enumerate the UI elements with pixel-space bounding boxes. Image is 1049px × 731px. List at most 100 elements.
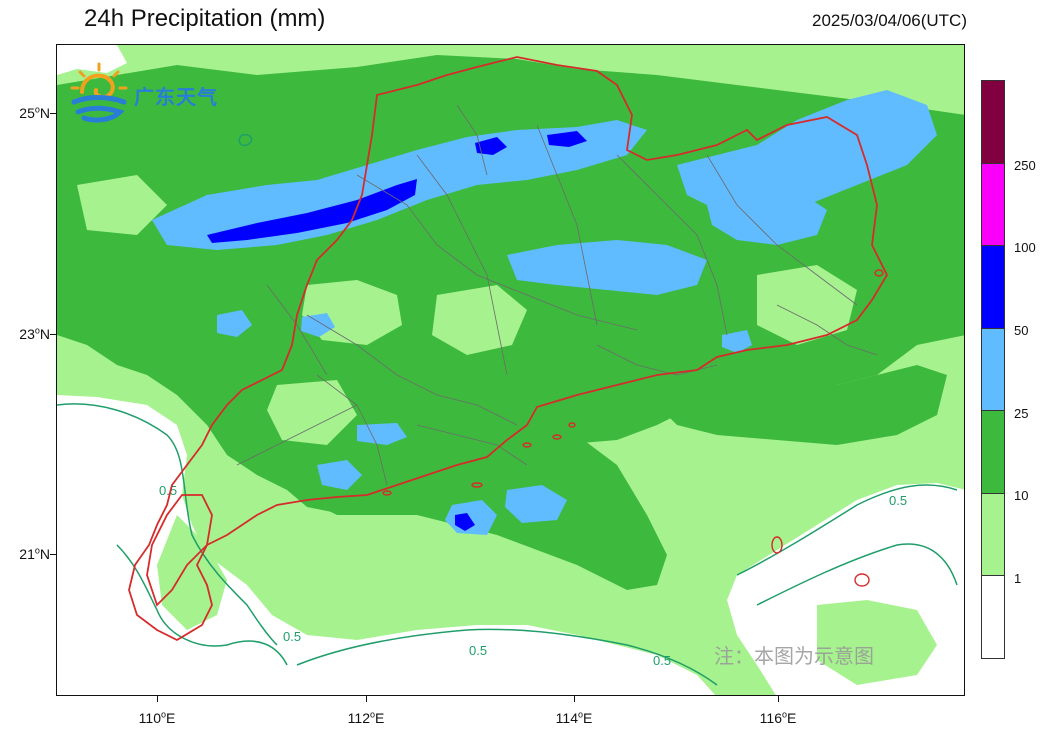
island xyxy=(522,442,532,448)
field-50-100-core-coast xyxy=(455,513,475,531)
degree-sign: o xyxy=(34,325,40,336)
contour-label-southeast: 0.5 xyxy=(653,653,671,668)
lon-label-112e: 112oE xyxy=(336,710,396,726)
field-10-25-east-coast xyxy=(657,365,947,445)
legend-swatch xyxy=(982,246,1004,329)
degree-sign: o xyxy=(34,104,40,115)
degree-sign: o xyxy=(369,709,375,720)
field-below-1-sw xyxy=(57,395,716,695)
lon-tick-110e xyxy=(157,696,158,702)
field-25-50-east-coast xyxy=(722,330,752,353)
county-border xyxy=(306,314,518,426)
contour-se-inner xyxy=(756,543,958,606)
logo: 广东天气 xyxy=(68,62,218,128)
lat-25-deg: 25 xyxy=(19,105,35,121)
county-border xyxy=(536,124,598,326)
contour-label-east: 0.5 xyxy=(889,493,907,508)
chart-title: 24h Precipitation (mm) xyxy=(84,5,326,32)
lon-label-114e: 114oE xyxy=(544,710,604,726)
field-1-10-pocket-c xyxy=(757,265,857,345)
lon-112-hemi: E xyxy=(375,710,385,726)
county-border xyxy=(316,374,388,486)
contour-west xyxy=(57,403,278,646)
field-25-50-coast-a xyxy=(505,485,567,523)
lon-114-hemi: E xyxy=(583,710,593,726)
degree-sign: o xyxy=(781,709,787,720)
contour-label-west: 0.5 xyxy=(159,483,177,498)
lat-25-hemi: N xyxy=(39,105,50,121)
county-border xyxy=(416,154,508,376)
legend-label-25: 25 xyxy=(1014,406,1029,421)
field-25-50-east xyxy=(707,190,827,245)
legend-label-50: 50 xyxy=(1014,323,1029,338)
island xyxy=(568,422,576,428)
offshore-islands xyxy=(382,269,884,587)
contour-north-small xyxy=(238,133,253,147)
lon-tick-114e xyxy=(574,696,575,702)
field-25-50-central xyxy=(507,240,707,295)
field-1-10-pocket-b xyxy=(432,285,527,355)
legend-swatch xyxy=(982,163,1004,247)
field-1-10-sw-patch xyxy=(157,515,227,630)
lat-21-deg: 21 xyxy=(19,546,35,562)
county-border xyxy=(266,284,328,376)
contour-southwest xyxy=(116,544,288,666)
island xyxy=(771,536,783,554)
county-border xyxy=(236,404,358,466)
contour-se-outer xyxy=(736,484,958,576)
lat-label-21n: 21oN xyxy=(4,546,50,562)
island xyxy=(854,573,870,587)
lat-tick-23n xyxy=(50,334,56,335)
field-25-50-mid xyxy=(301,313,335,337)
lat-21-hemi: N xyxy=(39,546,50,562)
contour-south xyxy=(296,628,718,686)
lon-tick-116e xyxy=(778,696,779,702)
province-border-peninsula xyxy=(146,494,213,607)
county-border xyxy=(456,104,488,176)
legend-label-100: 100 xyxy=(1014,240,1036,255)
lon-116-hemi: E xyxy=(787,710,797,726)
legend-label-10: 10 xyxy=(1014,488,1029,503)
county-border xyxy=(776,304,878,356)
island xyxy=(874,269,884,277)
legend-swatch xyxy=(982,81,1004,164)
legend-colorbar xyxy=(981,80,1005,659)
province-border xyxy=(128,56,889,642)
degree-sign: o xyxy=(160,709,166,720)
weather-sun-swirl-icon xyxy=(70,62,128,123)
legend-swatch xyxy=(982,576,1004,659)
field-50-100-core-ne xyxy=(547,131,587,147)
legend-label-1: 1 xyxy=(1014,571,1022,586)
lon-116-deg: 116 xyxy=(759,710,782,726)
field-25-50-northeast xyxy=(677,90,937,215)
lon-tick-112e xyxy=(366,696,367,702)
lon-label-110e: 110oE xyxy=(127,710,187,726)
legend-swatch xyxy=(982,328,1004,412)
contour-lines xyxy=(57,133,958,686)
schematic-note: 注：本图为示意图 xyxy=(714,646,874,668)
lon-114-deg: 114 xyxy=(555,710,578,726)
county-border xyxy=(706,154,858,306)
contour-label-mid: 0.5 xyxy=(283,629,301,644)
county-border xyxy=(616,154,728,336)
field-below-1-nw xyxy=(57,45,127,75)
contour-label-south: 0.5 xyxy=(469,643,487,658)
field-1-10-pocket-e xyxy=(77,175,167,235)
legend-swatch xyxy=(982,411,1004,494)
field-50-100-core-west xyxy=(207,179,417,243)
field-1-10-pocket-d xyxy=(267,380,357,445)
island xyxy=(552,434,562,440)
lat-23-deg: 23 xyxy=(19,326,35,342)
lon-110-hemi: E xyxy=(166,710,176,726)
degree-sign: o xyxy=(577,709,583,720)
lon-110-deg: 110 xyxy=(138,710,161,726)
field-25-50-pocket xyxy=(357,423,407,445)
lat-23-hemi: N xyxy=(39,326,50,342)
lon-label-116e: 116oE xyxy=(748,710,808,726)
legend-label-250: 250 xyxy=(1014,158,1036,173)
county-border xyxy=(356,174,638,331)
county-border xyxy=(416,424,528,466)
lat-tick-21n xyxy=(50,554,56,555)
field-1-10-se-patch xyxy=(817,600,937,685)
lat-label-25n: 25oN xyxy=(4,105,50,121)
